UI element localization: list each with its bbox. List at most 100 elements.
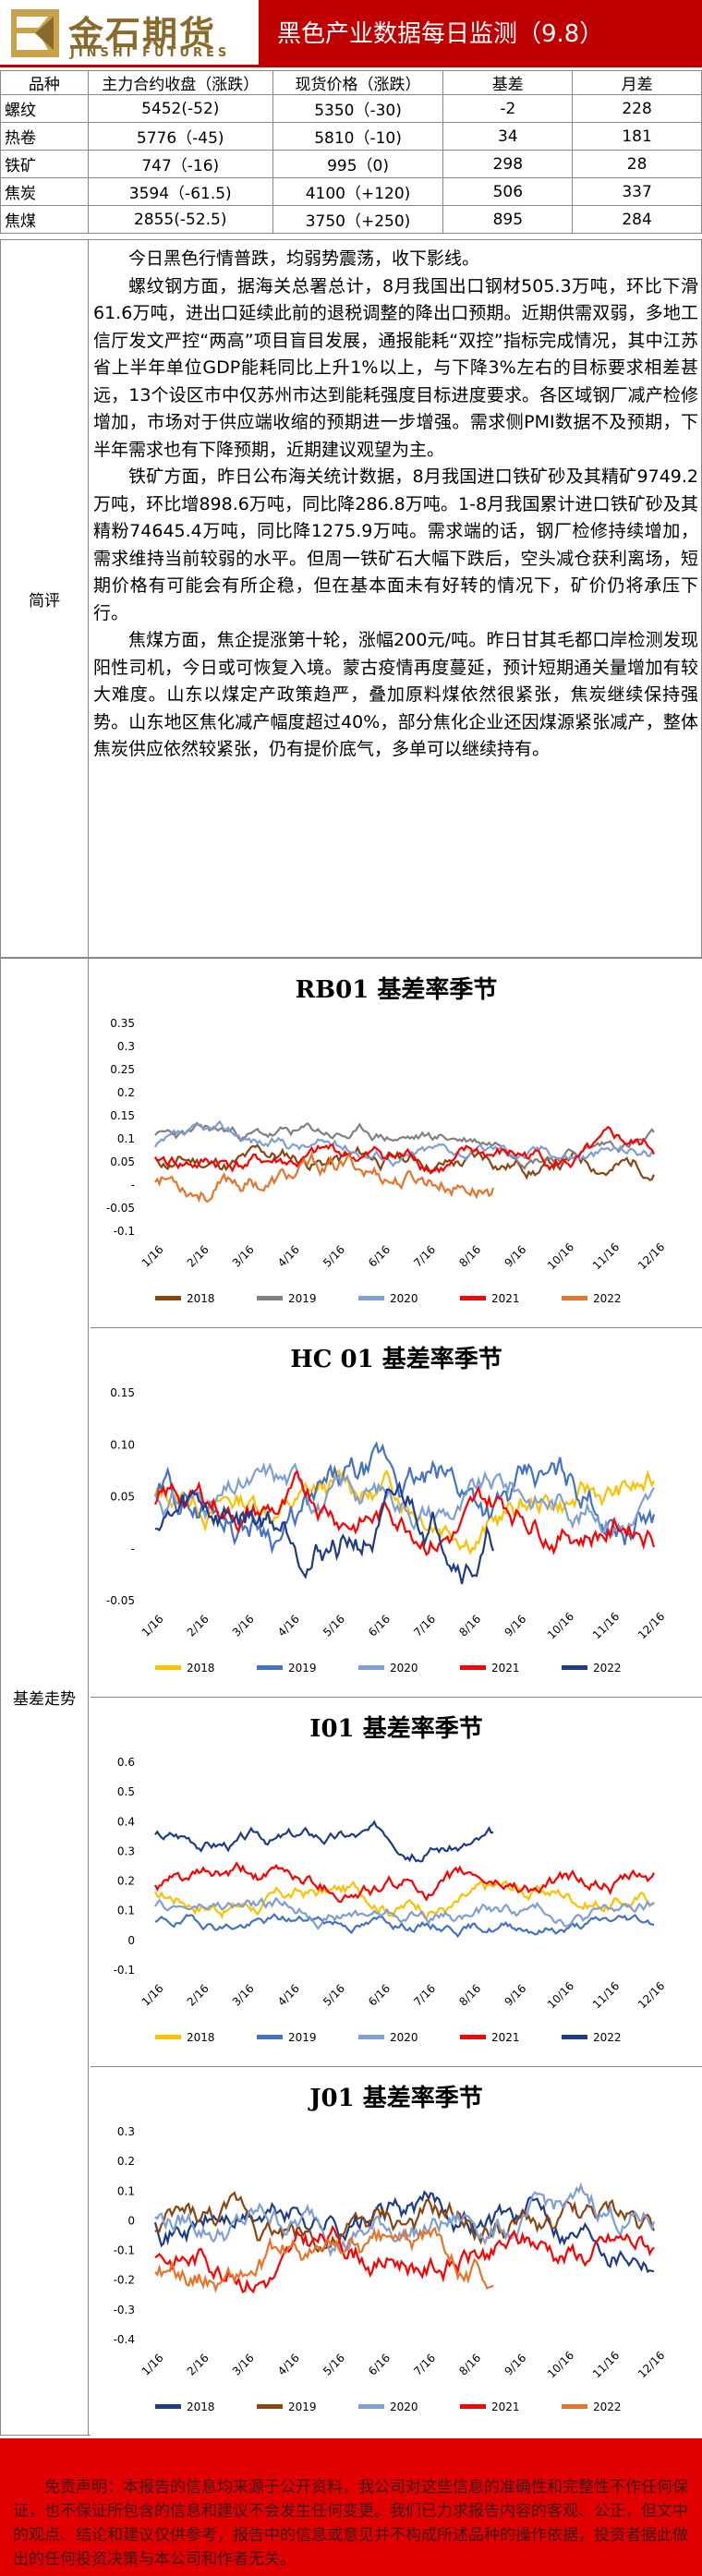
y-tick-label: 0.10 (110, 1438, 135, 1451)
y-tick-label: 0.2 (117, 1086, 135, 1099)
legend-swatch (562, 2404, 587, 2409)
legend-label: 2018 (187, 2031, 215, 2044)
series-line-2021 (154, 2224, 655, 2294)
x-tick-label: 2/16 (185, 2352, 212, 2378)
commentary-paragraph: 今日黑色行情普跌，均弱势震荡，收下影线。 (128, 248, 480, 269)
series-line-2021 (154, 1860, 655, 1904)
chart-title: HC 01 基差率季节 (290, 1345, 502, 1373)
legend-swatch (155, 2035, 181, 2039)
y-tick-label: 0.3 (117, 1040, 135, 1053)
x-tick-label: 5/16 (321, 1613, 347, 1639)
commentary-section: 简评 今日黑色行情普跌，均弱势震荡，收下影线。 螺纹钢方面，据海关总署总计，8月… (0, 239, 702, 958)
legend-swatch (155, 1665, 181, 1670)
x-tick-label: 11/16 (590, 1240, 622, 1272)
table-cell: 4100（+120) (272, 177, 444, 206)
x-tick-label: 9/16 (502, 1243, 528, 1270)
series-line-2022 (155, 1481, 495, 1585)
x-tick-label: 6/16 (366, 2352, 393, 2378)
x-tick-label: 3/16 (230, 2352, 257, 2378)
series-line-2019 (154, 1913, 655, 1939)
y-tick-label: - (131, 1179, 135, 1191)
legend-label: 2022 (593, 2401, 622, 2413)
x-tick-label: 1/16 (139, 1982, 166, 2009)
table-cell: 5350（-30) (272, 94, 444, 123)
table-row: 焦炭 3594（-61.5) 4100（+120) 506 337 (0, 177, 702, 206)
col-header: 品种 (0, 70, 89, 95)
table-cell: 995（0) (272, 150, 444, 178)
x-tick-label: 9/16 (502, 2352, 528, 2378)
legend-label: 2018 (187, 1662, 215, 1675)
y-tick-label: 0.1 (117, 1905, 135, 1917)
y-tick-label: 0.2 (117, 1875, 135, 1888)
legend-swatch (257, 1296, 283, 1300)
chart-svg: RB01 基差率季节 0.35 0.3 0.25 0.2 0.15 0.1 0.05 - -0.0… (106, 975, 667, 1305)
x-tick-label: 9/16 (502, 1982, 528, 2009)
chart-svg: J01 基差率季节 0.3 0.2 0.1 0 -0.1 -0.2 -0.3 -0.4 1/16 2… (114, 2084, 668, 2413)
legend-swatch (257, 2035, 283, 2039)
chart-svg: I01 基差率季节 0.6 0.5 0.4 0.3 0.2 0.1 0 -0.1 1/16 2/16… (114, 1714, 668, 2044)
x-tick-label: 1/16 (139, 2352, 166, 2378)
series-line-2020 (154, 1119, 655, 1168)
basis-label: 基差走势 (1, 959, 89, 2435)
legend-label: 2020 (390, 1292, 418, 1305)
table-row: 焦煤 2855(-52.5) 3750（+250) 895 284 (0, 205, 702, 234)
x-tick-label: 8/16 (456, 1243, 483, 1270)
legend-label: 2019 (288, 2401, 317, 2413)
basis-section: 基差走势 RB01 基差率季节 0.35 0.3 0.25 0.2 0.15 0.1 0.05… (0, 958, 702, 2437)
x-tick-label: 4/16 (275, 1982, 302, 2009)
table-cell: 337 (572, 177, 702, 206)
y-tick-label: -0.3 (114, 2304, 135, 2316)
x-tick-label: 5/16 (321, 2352, 347, 2378)
y-tick-label: -0.05 (106, 1594, 135, 1607)
legend-label: 2020 (390, 1662, 418, 1675)
legend-label: 2020 (390, 2401, 418, 2413)
legend-swatch (257, 1665, 283, 1670)
x-tick-label: 12/16 (635, 1610, 667, 1641)
y-tick-label: 0.15 (110, 1109, 135, 1122)
x-tick-label: 9/16 (502, 1613, 528, 1639)
commentary-paragraph: 焦煤方面，焦企提涨第十轮，涨幅200元/吨。昨日甘其毛都口岸检测发现阳性司机，今… (93, 630, 698, 759)
table-cell: 2855(-52.5) (87, 205, 273, 234)
table-header-row: 品种 主力合约收盘（涨跌） 现货价格（涨跌） 基差 月差 (0, 70, 702, 95)
x-tick-label: 3/16 (230, 1982, 257, 2009)
commentary-text: 今日黑色行情普跌，均弱势震荡，收下影线。 螺纹钢方面，据海关总署总计，8月我国出… (93, 246, 698, 764)
row-name: 螺纹 (0, 94, 89, 123)
legend-swatch (155, 2404, 181, 2409)
row-name: 焦煤 (0, 205, 89, 234)
chart-rb01: RB01 基差率季节 0.35 0.3 0.25 0.2 0.15 0.1 0.05 - -0.0… (91, 959, 702, 1328)
legend-swatch (358, 1296, 384, 1300)
legend-swatch (460, 1665, 486, 1670)
legend-label: 2021 (491, 1662, 520, 1675)
commentary-label: 简评 (1, 240, 89, 957)
table-cell: 298 (442, 150, 574, 178)
col-header: 现货价格（涨跌） (272, 70, 444, 95)
legend-swatch (460, 2035, 486, 2039)
legend-label: 2018 (187, 2401, 215, 2413)
legend-label: 2021 (491, 2031, 520, 2044)
commentary-paragraph: 螺纹钢方面，据海关总署总计，8月我国出口钢材505.3万吨，环比下滑61.6万吨… (93, 275, 698, 460)
table-row: 热卷 5776（-45) 5810（-10) 34 181 (0, 122, 702, 151)
table-cell: 28 (572, 150, 702, 178)
y-tick-label: 0.35 (110, 1017, 135, 1030)
y-tick-label: 0.3 (117, 2125, 135, 2138)
table-cell: 5810（-10) (272, 122, 444, 151)
table-cell: 3594（-61.5) (87, 177, 273, 206)
col-header: 主力合约收盘（涨跌） (87, 70, 273, 95)
x-tick-label: 10/16 (545, 1240, 576, 1272)
y-tick-label: 0.6 (117, 1756, 135, 1769)
legend-label: 2019 (288, 2031, 317, 2044)
legend-swatch (562, 2035, 587, 2039)
x-tick-label: 7/16 (411, 2352, 438, 2378)
x-tick-label: 4/16 (275, 1243, 302, 1270)
table-cell: 747（-16) (87, 150, 273, 178)
x-tick-label: 8/16 (456, 1613, 483, 1639)
y-tick-label: -0.2 (114, 2274, 135, 2287)
y-tick-label: 0 (127, 1934, 135, 1947)
y-tick-label: -0.1 (114, 1225, 135, 1238)
series-line-2021 (154, 1125, 655, 1174)
table-cell: -2 (442, 94, 574, 123)
series-line-2019 (154, 2191, 656, 2254)
series-line-2021 (154, 1469, 656, 1556)
x-tick-label: 5/16 (321, 1982, 347, 2009)
x-tick-label: 10/16 (545, 1979, 576, 2011)
